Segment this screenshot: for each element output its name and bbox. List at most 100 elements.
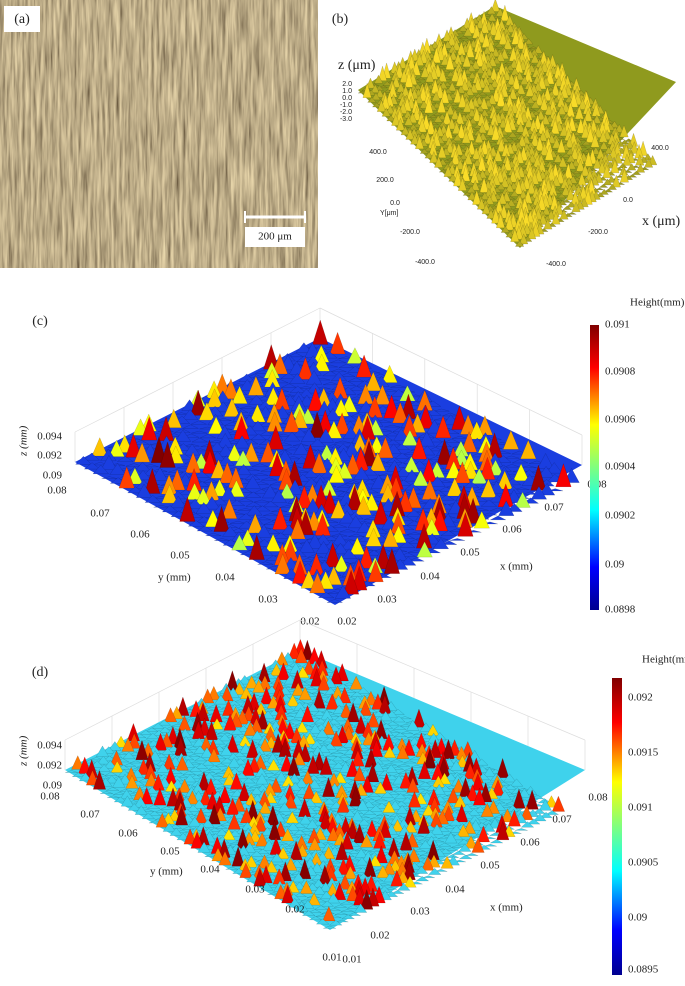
surface-peak — [360, 774, 374, 793]
surface-peak — [374, 384, 391, 405]
surface-peak — [347, 849, 362, 854]
surface-peak — [125, 775, 139, 789]
surface-peak — [280, 372, 297, 379]
surface-peak — [358, 768, 372, 771]
y-tick-label: 0.03 — [258, 594, 278, 606]
surface-peak — [550, 81, 560, 96]
surface-peak — [160, 748, 175, 755]
surface-peak — [448, 101, 459, 106]
x-tick-label: -200.0 — [588, 229, 608, 236]
surface-peak — [440, 87, 450, 104]
surface-peak — [351, 749, 365, 767]
surface-peak — [452, 39, 462, 51]
surface-peak — [207, 803, 221, 825]
surface-peak — [428, 114, 439, 118]
surface-peak — [312, 689, 326, 709]
surface-peak — [421, 855, 435, 871]
surface-peak — [306, 702, 320, 712]
surface-peak — [261, 710, 275, 719]
plots: (b)z (μm)2.01.00.0-1.0-2.0-3.0400.0200.0… — [18, 0, 685, 976]
z-tick-label: 2.0 — [342, 81, 352, 88]
surface-peak — [546, 87, 556, 92]
surface-peak — [207, 747, 221, 763]
surface-peak — [233, 699, 247, 703]
surface-peak — [214, 694, 228, 705]
surface-peak — [441, 738, 455, 759]
surface-peak — [369, 739, 383, 757]
surface-peak — [210, 459, 227, 479]
surface-peak — [420, 65, 430, 78]
surface-peak — [469, 82, 479, 94]
surface-peak — [150, 436, 167, 463]
surface-peak — [376, 756, 391, 762]
surface-peak — [564, 95, 574, 103]
surface-peak — [508, 169, 518, 183]
surface-peak — [219, 462, 236, 484]
colorbar-title: Height(mm) — [642, 654, 685, 666]
surface-peak — [156, 763, 170, 773]
surface-peak — [486, 39, 496, 53]
x-tick-label: 400.0 — [651, 145, 669, 152]
surface-peak — [200, 746, 214, 758]
surface-peak — [313, 353, 330, 372]
surface-peak — [289, 840, 303, 861]
surface-peak — [138, 785, 152, 790]
surface-peak — [564, 135, 574, 148]
surface-peak — [500, 4, 510, 22]
surface-peak — [452, 121, 462, 134]
surface-peak — [342, 426, 359, 440]
surface-peak — [265, 533, 282, 552]
surface-peak — [339, 529, 356, 533]
surface-peak — [269, 451, 286, 477]
surface-peak — [164, 780, 178, 792]
y-tick-label: 0.0 — [390, 200, 400, 207]
surface-peak — [365, 77, 375, 89]
surface-peak — [288, 726, 302, 729]
surface-peak — [193, 756, 208, 762]
surface-peak — [379, 710, 393, 722]
surface-peak — [496, 757, 510, 778]
surface-peak — [162, 753, 176, 770]
surface-peak — [106, 787, 119, 791]
surface-peak — [463, 762, 477, 779]
surface-peak — [298, 858, 312, 879]
surface-peak — [607, 175, 617, 183]
surface-peak — [374, 845, 388, 864]
surface-peak — [463, 26, 473, 37]
surface-peak — [321, 720, 335, 735]
surface-peak — [310, 862, 324, 873]
surface-peak — [577, 171, 587, 186]
surface-peak — [330, 499, 347, 519]
surface-peak — [477, 122, 487, 134]
surface-peak — [499, 203, 509, 219]
surface-peak — [393, 732, 408, 737]
surface-peak — [450, 109, 460, 120]
colorbar-tick-label: 0.09 — [628, 912, 648, 924]
surface-peak — [498, 500, 515, 516]
x-tick-label: 0.06 — [520, 837, 540, 849]
surface-peak — [325, 565, 342, 585]
surface-peak — [422, 875, 435, 878]
surface-peak — [445, 460, 462, 479]
surface-peak — [412, 708, 426, 728]
surface-peak — [455, 803, 469, 823]
surface-peak — [295, 900, 309, 912]
surface-peak — [480, 478, 497, 498]
surface-peak — [227, 757, 241, 768]
surface-peak — [166, 726, 180, 745]
surface-peak — [120, 795, 134, 807]
surface-peak — [415, 807, 428, 812]
surface-peak — [486, 208, 496, 219]
surface-peak — [181, 409, 199, 420]
surface-peak — [476, 29, 486, 43]
surface-peak — [477, 91, 488, 96]
surface-peak — [546, 462, 563, 474]
surface-peak — [211, 738, 226, 745]
surface-peak — [348, 533, 365, 537]
surface-peak — [306, 533, 323, 549]
surface-peak — [324, 754, 338, 757]
surface-peak — [293, 892, 307, 897]
panel-label: (b) — [332, 12, 349, 27]
surface-peak — [240, 807, 254, 824]
surface-peak — [308, 723, 322, 734]
